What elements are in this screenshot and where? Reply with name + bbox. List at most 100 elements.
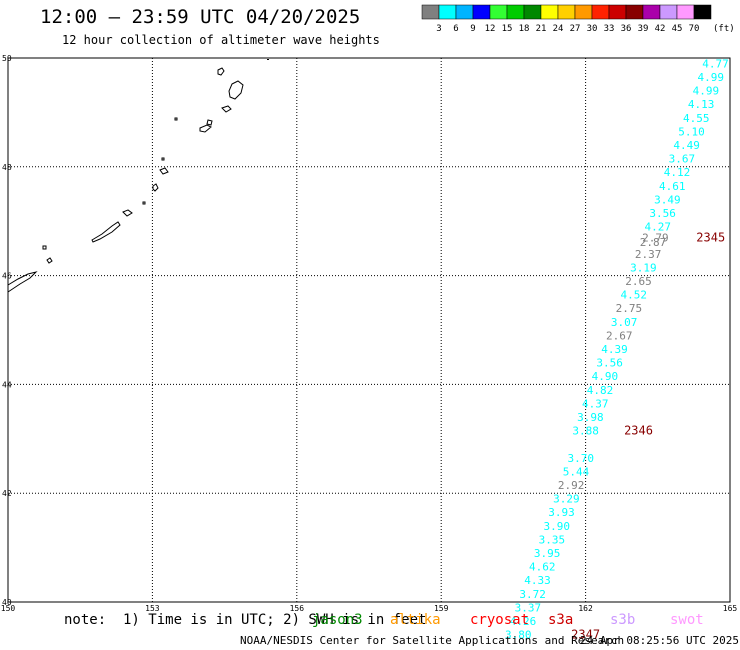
coastline-island (228, 80, 244, 100)
wave-height-color-scale: 3 6 9 12 15 18 21 24 27 30 33 36 39 42 45 70 (ft) (421, 4, 735, 34)
latitude-label: 42 (2, 489, 12, 498)
wave-height-label: 4.77 (702, 57, 729, 70)
scale-tick-label: 70 (689, 24, 700, 34)
wave-height-label: 4.49 (673, 139, 700, 152)
scale-tick-label: 42 (655, 24, 666, 34)
track-time-label: 2345 (696, 231, 725, 245)
satellite-jason3: jason3 (312, 612, 363, 628)
scale-tick-label: 3 (436, 24, 441, 34)
wave-height-label: 5.10 (678, 125, 705, 138)
scale-tick-label: 27 (570, 24, 581, 34)
coastline-island (206, 119, 213, 126)
coastline-island (217, 67, 225, 76)
satellite-cryosat: cryosat (470, 612, 530, 628)
scale-tick-label: 6 (453, 24, 458, 34)
wave-height-label: 3.67 (669, 153, 696, 166)
coastline-island (267, 59, 269, 60)
coastline-island (91, 221, 121, 243)
wave-height-label: 4.99 (693, 85, 720, 98)
longitude-label: 153 (145, 604, 160, 613)
wave-height-label: 3.90 (543, 520, 570, 533)
scale-tick-label: 33 (604, 24, 615, 34)
longitude-label: 156 (290, 604, 305, 613)
wave-height-label: 4.52 (620, 289, 647, 302)
latitude-label: 46 (2, 272, 12, 281)
wave-height-label: 4.82 (587, 384, 614, 397)
scale-tick-label: 9 (470, 24, 475, 34)
wave-height-label: 3.88 (572, 425, 599, 438)
wave-height-label: 3.56 (649, 207, 676, 220)
coastline-island (42, 245, 47, 250)
wave-height-label: 4.55 (683, 112, 710, 125)
satellite-swot: swot (670, 612, 704, 628)
scale-tick-label: 24 (553, 24, 564, 34)
wave-height-label: 4.39 (601, 343, 628, 356)
coastline-island (199, 124, 212, 133)
wave-height-label: 2.92 (558, 479, 585, 492)
latitude-label: 50 (2, 54, 12, 63)
wave-height-label: 4.13 (688, 98, 715, 111)
wave-height-label: 3.56 (596, 357, 623, 370)
wave-height-label: 2.75 (616, 302, 643, 315)
coastline-island (7, 271, 38, 293)
wave-height-label: 2.67 (606, 329, 633, 342)
coastline-island (46, 257, 53, 264)
wave-height-label: 3.19 (630, 261, 657, 274)
wave-height-label: 3.98 (577, 411, 604, 424)
wave-height-label: 4.62 (529, 561, 556, 574)
coastline-island (159, 167, 169, 175)
scale-swatch (693, 4, 712, 20)
wave-height-label: 3.49 (654, 193, 681, 206)
scale-tick-label: 30 (587, 24, 598, 34)
map-title: 12:00 – 23:59 UTC 04/20/2025 (40, 6, 361, 28)
scale-unit-label: (ft) (713, 24, 735, 34)
wave-height-label: 4.99 (697, 71, 724, 84)
coastline-island (221, 105, 232, 113)
generation-timestamp: 24 Apr 08:25:56 UTC 2025 (580, 634, 739, 647)
wave-height-label: 4.33 (524, 574, 551, 587)
satellite-s3b: s3b (610, 612, 636, 628)
wave-height-label: 2.37 (635, 248, 662, 261)
scale-tick-label: 15 (502, 24, 513, 34)
track-time-label: 2346 (624, 424, 653, 438)
wave-height-label: 3.37 (515, 601, 542, 614)
latitude-label: 44 (2, 380, 12, 389)
wave-height-label: 3.95 (534, 547, 561, 560)
coastline-island (174, 117, 178, 121)
wave-height-label: 4.12 (664, 166, 691, 179)
wave-height-label: 4.90 (592, 370, 619, 383)
credit-line: NOAA/NESDIS Center for Satellite Applica… (240, 634, 625, 647)
map-frame (7, 57, 731, 603)
wave-height-label: 3.07 (611, 316, 638, 329)
longitude-label: 150 (1, 604, 16, 613)
latitude-label: 48 (2, 163, 12, 172)
wave-height-label: 3.72 (519, 588, 546, 601)
wave-height-label: 5.44 (563, 465, 590, 478)
wave-height-label: 4.37 (582, 397, 609, 410)
scale-tick-label: 12 (485, 24, 496, 34)
wave-height-label: 4.61 (659, 180, 686, 193)
wave-height-label: 3.29 (553, 493, 580, 506)
wave-height-label: 2.65 (625, 275, 652, 288)
track-time-label: 2347 (571, 628, 600, 642)
map-subtitle: 12 hour collection of altimeter wave hei… (62, 33, 380, 47)
longitude-label: 159 (434, 604, 449, 613)
longitude-label: 162 (578, 604, 593, 613)
satellite-s3a: s3a (548, 612, 574, 628)
longitude-label: 165 (723, 604, 738, 613)
coastline-island (152, 183, 159, 192)
wave-height-label: 4.26 (510, 615, 537, 628)
coastline-island (142, 201, 146, 205)
scale-tick-label: 39 (638, 24, 649, 34)
wave-height-label: 3.70 (568, 452, 595, 465)
scale-tick-label: 45 (672, 24, 683, 34)
coastline-island (161, 157, 165, 161)
wave-height-label: 2.87 (640, 236, 667, 249)
latitude-label: 40 (2, 598, 12, 607)
scale-tick-label: 18 (519, 24, 530, 34)
wave-height-label: 2.79 (642, 232, 669, 245)
coastline-island (122, 209, 133, 217)
wave-height-label: 3.80 (505, 629, 532, 642)
wave-height-label: 3.35 (539, 533, 566, 546)
footer-note: note: 1) Time is in UTC; 2) SWH is in fe… (64, 612, 427, 628)
